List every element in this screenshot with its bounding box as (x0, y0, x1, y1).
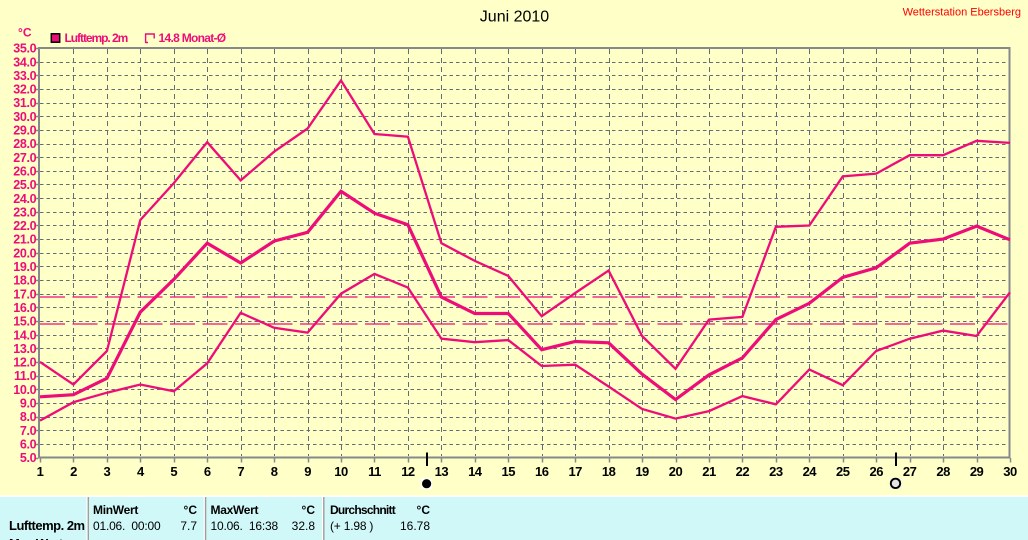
svg-text:Wetterstation Ebersberg: Wetterstation Ebersberg (903, 7, 1021, 19)
svg-text:29.0: 29.0 (13, 124, 36, 138)
svg-text:14.8 Monat-Ø: 14.8 Monat-Ø (159, 31, 226, 45)
svg-text:16.0: 16.0 (13, 301, 36, 315)
svg-text:5.0: 5.0 (20, 451, 37, 465)
svg-text:MinWert: MinWert (93, 503, 138, 517)
svg-text:30: 30 (1003, 464, 1017, 479)
svg-text:9.0: 9.0 (20, 397, 37, 411)
svg-text:22: 22 (736, 464, 750, 479)
svg-text:01.06. 00:00: 01.06. 00:00 (93, 519, 161, 533)
svg-text:11.0: 11.0 (14, 369, 37, 383)
svg-text:13: 13 (435, 464, 449, 479)
svg-text:20.0: 20.0 (13, 246, 36, 260)
svg-text:17: 17 (568, 464, 582, 479)
svg-text:11: 11 (368, 464, 381, 479)
svg-text:32.8: 32.8 (292, 519, 316, 533)
svg-text:24: 24 (803, 464, 818, 479)
svg-text:Juni 2010: Juni 2010 (480, 9, 549, 26)
svg-text:5: 5 (170, 464, 177, 479)
svg-text:27: 27 (903, 464, 917, 479)
svg-text:6.0: 6.0 (20, 437, 37, 451)
svg-text:°C: °C (18, 26, 32, 40)
svg-text:15: 15 (502, 464, 516, 479)
svg-text:4: 4 (137, 464, 145, 479)
svg-text:2: 2 (70, 464, 77, 479)
svg-text:32.0: 32.0 (13, 83, 36, 97)
svg-text:12.0: 12.0 (13, 356, 36, 370)
svg-text:25: 25 (836, 464, 850, 479)
svg-text:24.0: 24.0 (13, 192, 36, 206)
svg-text:MaxWert: MaxWert (211, 503, 259, 517)
svg-text:9: 9 (304, 464, 311, 479)
svg-text:26: 26 (869, 464, 883, 479)
svg-text:7.7: 7.7 (180, 519, 197, 533)
svg-text:Durchschnitt: Durchschnitt (330, 503, 396, 517)
svg-text:°C: °C (302, 503, 316, 517)
svg-text:19.0: 19.0 (13, 260, 36, 274)
svg-text:18.0: 18.0 (13, 274, 36, 288)
svg-text:17.0: 17.0 (13, 287, 36, 301)
svg-text:Lufttemp. 2m: Lufttemp. 2m (65, 31, 128, 45)
svg-text:10.0: 10.0 (13, 383, 36, 397)
svg-text:7: 7 (237, 464, 244, 479)
svg-text:34.0: 34.0 (13, 55, 36, 69)
svg-text:27.0: 27.0 (13, 151, 36, 165)
svg-text:31.0: 31.0 (13, 96, 36, 110)
svg-text:15.0: 15.0 (13, 315, 36, 329)
svg-text:12: 12 (401, 464, 415, 479)
svg-text:33.0: 33.0 (13, 69, 36, 83)
svg-text:3: 3 (104, 464, 111, 479)
svg-text:25.0: 25.0 (13, 178, 36, 192)
svg-text:26.0: 26.0 (13, 164, 36, 178)
svg-text:20: 20 (669, 464, 683, 479)
svg-text:23.0: 23.0 (13, 205, 36, 219)
svg-text:°C: °C (417, 503, 431, 517)
svg-text:28: 28 (936, 464, 950, 479)
svg-text:°C: °C (184, 503, 198, 517)
svg-text:22.0: 22.0 (13, 219, 36, 233)
svg-text:Max.Wert: Max.Wert (9, 536, 64, 540)
svg-text:28.0: 28.0 (13, 137, 36, 151)
svg-text:16: 16 (535, 464, 549, 479)
svg-text:35.0: 35.0 (13, 42, 36, 56)
svg-text:23: 23 (769, 464, 783, 479)
svg-text:14.0: 14.0 (13, 328, 36, 342)
svg-text:10.06. 16:38: 10.06. 16:38 (211, 519, 279, 533)
svg-text:16.78: 16.78 (400, 519, 430, 533)
svg-text:13.0: 13.0 (13, 342, 36, 356)
svg-text:21: 21 (702, 464, 716, 479)
svg-text:14: 14 (468, 464, 483, 479)
svg-text:6: 6 (204, 464, 211, 479)
svg-text:(+ 1.98 ): (+ 1.98 ) (330, 519, 373, 533)
svg-text:21.0: 21.0 (13, 233, 36, 247)
svg-text:1: 1 (37, 464, 44, 479)
svg-text:30.0: 30.0 (13, 110, 36, 124)
svg-text:19: 19 (635, 464, 649, 479)
svg-text:Lufttemp. 2m: Lufttemp. 2m (9, 518, 85, 533)
svg-text:10: 10 (334, 464, 348, 479)
svg-text:29: 29 (970, 464, 984, 479)
svg-text:7.0: 7.0 (20, 424, 37, 438)
svg-text:8.0: 8.0 (20, 410, 37, 424)
svg-text:18: 18 (602, 464, 616, 479)
svg-text:8: 8 (271, 464, 278, 479)
